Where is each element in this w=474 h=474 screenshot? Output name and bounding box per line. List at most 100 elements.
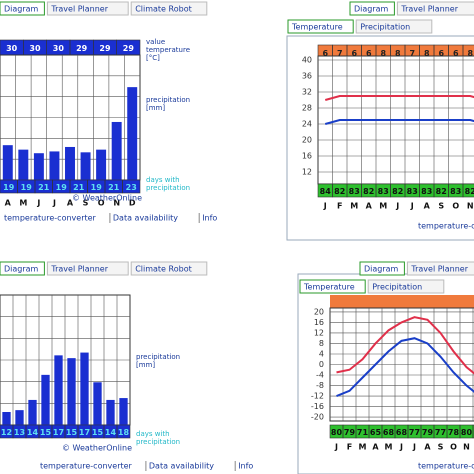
month-label: M [385, 443, 393, 452]
tab-label[interactable]: Travel Planner [410, 265, 468, 274]
row-value: 13 [14, 428, 25, 437]
tab-label[interactable]: Diagram [4, 265, 39, 274]
row-value: 17 [53, 428, 64, 437]
row-cell [122, 179, 141, 194]
row-value: 30 [53, 44, 65, 53]
y-tick-label: -12 [311, 392, 324, 401]
bar [28, 399, 37, 425]
series-line [336, 337, 474, 397]
month-label: A [424, 202, 431, 211]
footer-link[interactable]: temperature-converter [418, 222, 474, 231]
row-cell [116, 424, 131, 439]
tab-label[interactable]: Travel Planner [400, 5, 458, 14]
y-tick-label: -4 [316, 371, 324, 380]
y-tick-label: 4 [319, 349, 324, 358]
row-value: 17 [79, 428, 90, 437]
month-label: A [67, 199, 74, 208]
tab[interactable] [0, 261, 45, 276]
y-tick-label: 24 [302, 120, 312, 129]
tab-label[interactable]: Precipitation [360, 23, 410, 32]
footer-link[interactable]: temperature-converter [418, 462, 474, 471]
series-line [324, 119, 474, 125]
row-cell [462, 183, 474, 198]
row-value: 7 [409, 49, 415, 58]
tab[interactable] [130, 1, 208, 16]
row-value: 21 [73, 183, 85, 192]
tab-label[interactable]: Travel Planner [50, 5, 108, 14]
month-label: A [372, 443, 379, 452]
series-line [324, 95, 474, 101]
tab[interactable] [130, 261, 208, 276]
month-label: J [410, 202, 414, 211]
bar [67, 358, 76, 425]
side-label-box: precipitation [mm] [136, 353, 181, 369]
bar [80, 352, 89, 425]
tab[interactable] [406, 261, 474, 276]
tab-label[interactable]: Travel Planner [50, 265, 108, 274]
footer-link[interactable]: Data availability [113, 214, 178, 223]
y-tick-label: 12 [314, 328, 324, 337]
tab-label[interactable]: Diagram [354, 5, 389, 14]
footer-link[interactable]: temperature-converter [40, 462, 133, 471]
row-value: 19 [21, 183, 33, 192]
month-label: J [412, 443, 416, 452]
row-value: 19 [3, 183, 15, 192]
tab[interactable] [349, 1, 395, 16]
footer-link[interactable]: Data availability [149, 462, 214, 471]
tab[interactable] [355, 19, 433, 34]
bar [96, 149, 107, 180]
bar [65, 146, 75, 180]
bar [106, 399, 115, 425]
tab[interactable] [46, 1, 129, 16]
y-tick-label: -20 [311, 413, 324, 422]
bar [2, 412, 11, 425]
tab[interactable] [359, 261, 405, 276]
row-value: 79 [422, 428, 434, 437]
tab-label[interactable]: Temperature [303, 283, 355, 292]
footer-link[interactable]: temperature-converter [4, 214, 97, 223]
tab-label[interactable]: Precipitation [372, 283, 422, 292]
month-label: N [463, 443, 470, 452]
month-label: S [83, 199, 89, 208]
row-value: 83 [378, 187, 389, 196]
bar [54, 355, 63, 425]
tab-label[interactable]: Climate Robot [135, 5, 192, 14]
row-value: 83 [407, 187, 418, 196]
side-label: days with precipitation [146, 176, 191, 192]
row-value: 7 [337, 49, 343, 58]
month-label: N [113, 199, 120, 208]
row-value: 6 [438, 49, 444, 58]
tab-label[interactable]: Diagram [364, 265, 399, 274]
footer-link[interactable]: Info [238, 462, 253, 471]
side-label: precipitation [mm] [136, 353, 181, 369]
y-tick-label: 16 [302, 152, 312, 161]
tab[interactable] [0, 1, 45, 16]
bar [93, 382, 102, 425]
side-label: value temperature [°C] [146, 38, 190, 62]
row-value: 30 [6, 44, 18, 53]
tab[interactable] [299, 279, 366, 294]
tab[interactable] [287, 19, 354, 34]
tab-label[interactable]: Climate Robot [135, 265, 192, 274]
credit: © WeatherOnline [62, 444, 132, 453]
side-label-box: days with precipitation [136, 430, 180, 446]
y-tick-label: 40 [302, 56, 312, 65]
tab[interactable] [46, 261, 129, 276]
row-value: 14 [27, 428, 39, 437]
row-value: 77 [409, 428, 420, 437]
month-label: J [52, 199, 56, 208]
row-value: 23 [126, 183, 137, 192]
bar [49, 151, 60, 180]
row-value: 6 [453, 49, 459, 58]
footer-link[interactable]: Info [202, 214, 217, 223]
row-value: 83 [421, 187, 432, 196]
side-label-box: value temperature [°C] [146, 38, 190, 62]
row-value: 82 [392, 187, 403, 196]
tab[interactable] [396, 1, 474, 16]
row-value: 80 [461, 428, 473, 437]
tab-label[interactable]: Diagram [4, 5, 39, 14]
row-value: 82 [465, 187, 474, 196]
tab[interactable] [367, 279, 445, 294]
tab-label[interactable]: Temperature [291, 23, 343, 32]
